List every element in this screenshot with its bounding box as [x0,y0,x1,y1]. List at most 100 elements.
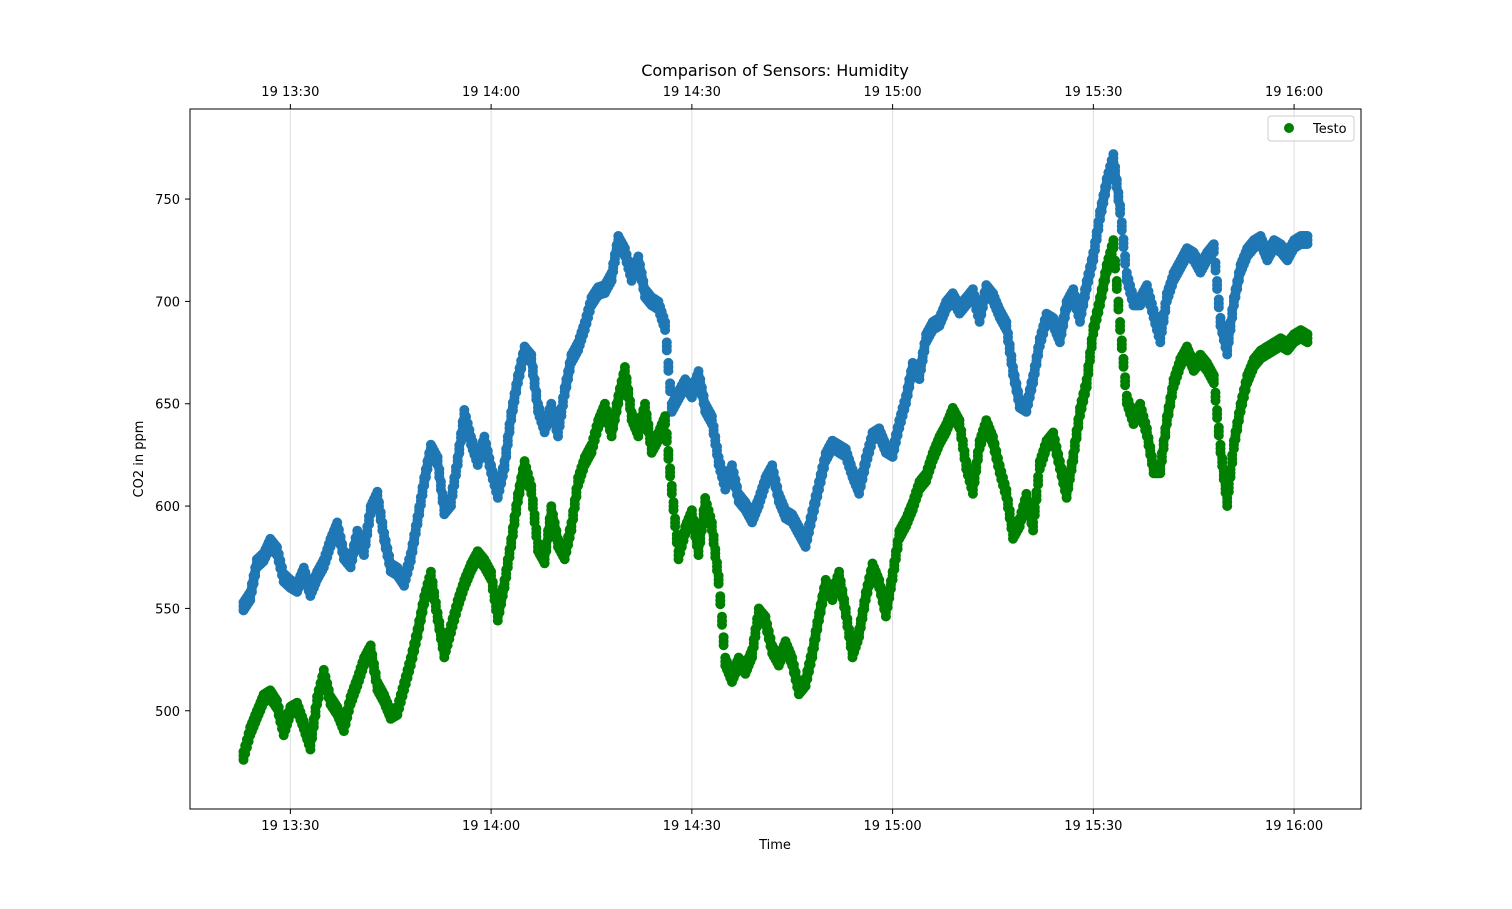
data-point [499,582,510,593]
data-point [558,400,568,411]
data-point [1064,474,1075,485]
data-point [456,436,466,447]
data-point [1165,400,1176,411]
data-point [506,541,517,552]
x-axis-label: Time [758,838,791,853]
data-point [693,550,704,561]
data-point [310,710,321,721]
data-point [543,533,553,544]
data-point [511,508,522,519]
legend: Testo [1267,115,1355,142]
data-point [454,448,465,459]
data-point [971,466,982,477]
data-point [1096,292,1107,303]
data-point [1223,337,1234,348]
data-series [238,149,1313,765]
data-point [415,500,426,510]
data-point [1233,416,1244,426]
data-point [415,615,426,626]
y-tick-label: 550 [155,602,180,617]
data-point [857,613,868,624]
data-point [1031,494,1042,505]
data-point [1056,329,1067,340]
data-point [1098,198,1109,209]
data-point [417,607,428,618]
data-point [1232,425,1243,436]
data-point [452,460,463,470]
data-point [1233,275,1244,286]
data-point [539,558,550,569]
data-point [666,488,677,499]
data-point [1071,433,1082,444]
data-point [1302,337,1313,348]
data-point [556,410,567,421]
data-point [807,652,818,663]
data-point [663,453,674,464]
data-point [497,591,508,601]
data-point [501,572,512,583]
data-point [663,365,674,376]
data-point [501,451,512,462]
data-point [890,554,901,565]
data-point [855,622,866,633]
data-point [1213,430,1224,441]
data-point [1227,312,1238,323]
data-point [1061,492,1072,503]
top-x-tick-label: 19 14:00 [462,85,520,100]
data-point [1225,472,1236,483]
data-point [568,514,579,525]
data-point [884,593,895,604]
data-point [1080,292,1090,303]
data-point [904,382,915,393]
data-point [446,501,456,511]
data-point [810,634,821,644]
data-point [308,722,319,732]
data-point [668,505,679,516]
data-point [889,564,900,575]
plot-frame [189,108,1362,810]
data-point [1090,245,1100,256]
data-point [1223,486,1234,497]
x-tick-label: 19 14:30 [663,819,721,834]
data-point [504,427,515,438]
data-point [492,615,503,626]
data-point [447,490,458,501]
data-point [1118,361,1129,372]
data-point [566,525,577,536]
series-2 [238,235,1313,765]
data-point [972,454,983,465]
data-point [511,387,522,398]
data-point [1212,284,1223,294]
data-point [561,382,572,393]
data-point [1161,419,1172,430]
data-point [422,464,433,475]
data-point [571,491,582,502]
data-point [1100,189,1111,200]
data-point [1111,284,1122,294]
data-point [246,586,257,597]
data-point [1029,369,1040,379]
data-point [1230,434,1241,445]
data-point [901,398,911,409]
data-point [1066,465,1077,476]
data-point [362,529,373,540]
data-point [541,546,552,556]
data-point [1167,391,1177,402]
data-point [509,396,520,407]
data-point [660,419,671,430]
data-point [882,602,893,613]
data-point [854,632,865,642]
data-point [1208,378,1219,389]
data-point [1210,265,1221,276]
top-x-tick-label: 19 14:30 [663,85,721,100]
data-point [665,471,676,482]
data-point [812,624,823,635]
data-point [608,423,619,434]
data-point [1156,327,1167,337]
data-point [916,364,926,375]
y-tick-label: 600 [155,500,180,515]
data-point [412,519,423,530]
data-point [809,643,819,654]
data-point [248,578,259,589]
x-tick-label: 19 15:30 [1064,819,1122,834]
